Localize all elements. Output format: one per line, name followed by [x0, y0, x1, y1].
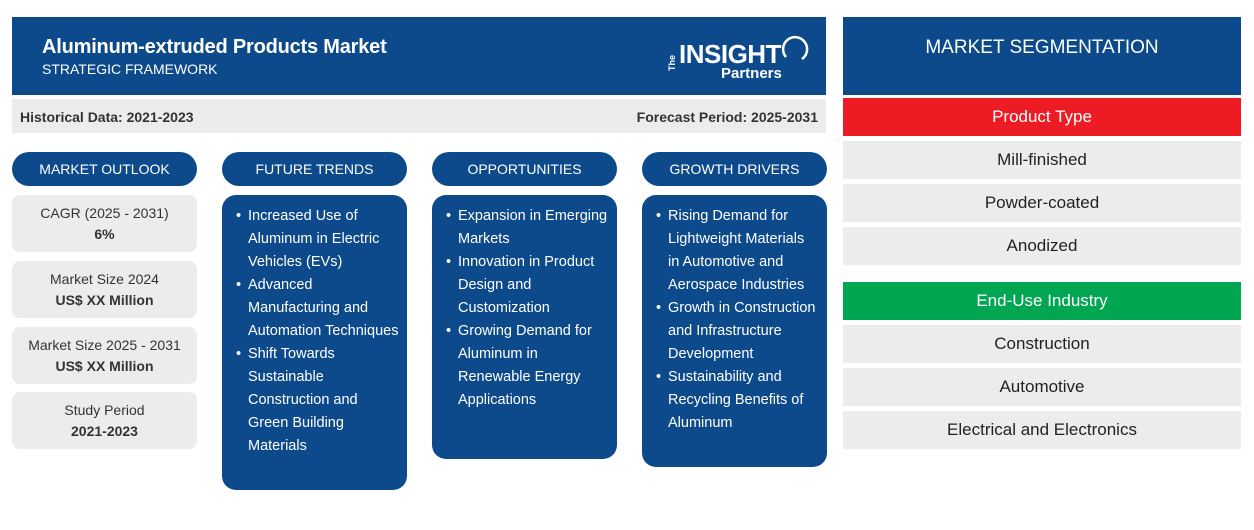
logo-insight-text: INSIGHT: [679, 39, 781, 69]
report-subtitle: STRATEGIC FRAMEWORK: [42, 61, 218, 77]
list-item: Sustainability and Recycling Benefits of…: [656, 366, 819, 435]
growth-drivers-header: GROWTH DRIVERS: [642, 152, 827, 186]
future-trends-panel: Increased Use of Aluminum in Electric Ve…: [222, 195, 407, 490]
segment-item: Electrical and Electronics: [843, 411, 1241, 449]
list-item: Innovation in Product Design and Customi…: [446, 251, 609, 320]
report-header: Aluminum-extruded Products Market STRATE…: [12, 17, 826, 95]
stat-value: US$ XX Million: [55, 292, 154, 308]
stat-market-size-forecast: Market Size 2025 - 2031 US$ XX Million: [12, 327, 197, 384]
segment-end-use-industry: End-Use Industry: [843, 282, 1241, 320]
segment-item: Mill-finished: [843, 141, 1241, 179]
forecast-period: Forecast Period: 2025-2031: [636, 109, 818, 125]
historical-data: Historical Data: 2021-2023: [20, 109, 194, 125]
stat-value: 6%: [94, 226, 115, 242]
list-item: Advanced Manufacturing and Automation Te…: [236, 274, 399, 343]
opportunities-panel: Expansion in Emerging Markets Innovation…: [432, 195, 617, 459]
stat-value: US$ XX Million: [55, 358, 154, 374]
opportunities-header: OPPORTUNITIES: [432, 152, 617, 186]
logo-arc-icon: [781, 36, 809, 61]
segment-item: Construction: [843, 325, 1241, 363]
segment-item: Anodized: [843, 227, 1241, 265]
list-item: Shift Towards Sustainable Construction a…: [236, 343, 399, 458]
stat-label: Market Size 2025 - 2031: [28, 337, 181, 353]
stat-label: Study Period: [64, 402, 145, 418]
stat-label: CAGR (2025 - 2031): [40, 205, 169, 221]
list-item: Expansion in Emerging Markets: [446, 205, 609, 251]
growth-drivers-panel: Rising Demand for Lightweight Materials …: [642, 195, 827, 467]
future-trends-header: FUTURE TRENDS: [222, 152, 407, 186]
stat-study-period: Study Period 2021-2023: [12, 392, 197, 449]
list-item: Increased Use of Aluminum in Electric Ve…: [236, 205, 399, 274]
list-item: Growth in Construction and Infrastructur…: [656, 297, 819, 366]
period-bar: Historical Data: 2021-2023 Forecast Peri…: [12, 99, 826, 133]
logo-partners-text: Partners: [721, 65, 782, 82]
segment-product-type: Product Type: [843, 98, 1241, 136]
stat-cagr: CAGR (2025 - 2031) 6%: [12, 195, 197, 252]
stat-value: 2021-2023: [71, 423, 138, 439]
stat-market-size-2024: Market Size 2024 US$ XX Million: [12, 261, 197, 318]
insight-partners-logo: The INSIGHT Partners: [667, 33, 817, 83]
segment-item: Powder-coated: [843, 184, 1241, 222]
segment-item: Automotive: [843, 368, 1241, 406]
report-title: Aluminum-extruded Products Market: [42, 36, 387, 58]
stat-label: Market Size 2024: [50, 271, 159, 287]
list-item: Growing Demand for Aluminum in Renewable…: [446, 320, 609, 412]
list-item: Rising Demand for Lightweight Materials …: [656, 205, 819, 297]
logo-the-text: The: [667, 54, 677, 71]
market-outlook-header: MARKET OUTLOOK: [12, 152, 197, 186]
market-segmentation-title: MARKET SEGMENTATION: [843, 17, 1241, 95]
